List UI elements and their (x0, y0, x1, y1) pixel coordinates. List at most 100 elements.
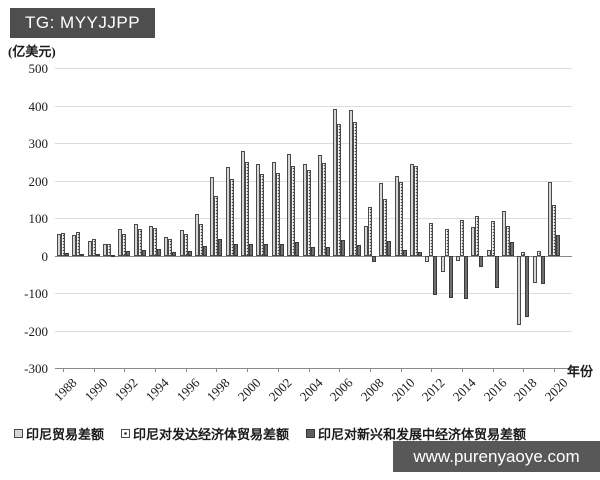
bar-2010-series1 (394, 175, 399, 256)
gridline (55, 143, 572, 144)
bar-1993-series3 (141, 249, 146, 256)
x-tick-mark (185, 368, 187, 372)
bar-2006-series2 (337, 124, 342, 256)
bar-2004-series3 (310, 247, 315, 256)
bar-1990-series3 (95, 254, 100, 257)
bar-2013-series1 (440, 255, 445, 273)
x-tick-mark (247, 368, 249, 372)
bar-2003-series3 (295, 242, 300, 256)
bar-1993-series1 (133, 223, 138, 256)
bar-2012-series3 (433, 255, 438, 296)
legend-marker-dotted-square-icon (121, 429, 131, 438)
bar-1993-series2 (137, 229, 142, 256)
x-tick-mark (492, 368, 494, 372)
bar-2005-series3 (325, 247, 330, 256)
bar-2005-series2 (321, 162, 326, 256)
bar-1990-series1 (87, 240, 92, 256)
bar-2009-series2 (383, 198, 388, 256)
bar-1998-series2 (214, 195, 219, 256)
bar-2009-series3 (387, 240, 392, 256)
bar-2004-series1 (302, 163, 307, 256)
bar-2018-series1 (517, 255, 522, 325)
bar-2017-series3 (509, 242, 514, 256)
bar-2018-series2 (521, 251, 526, 256)
bar-2017-series1 (501, 211, 506, 256)
axis-line (55, 368, 572, 369)
y-tick-label: 0 (41, 248, 49, 264)
gridline (55, 218, 572, 219)
bar-1997-series2 (199, 223, 204, 256)
y-tick-label: -200 (24, 323, 48, 339)
bar-1989-series2 (76, 231, 81, 256)
bar-2014-series3 (463, 255, 468, 300)
bar-1990-series2 (91, 239, 96, 256)
bar-2010-series3 (402, 249, 407, 256)
y-tick-label: 400 (28, 98, 49, 114)
bar-1995-series2 (168, 239, 173, 256)
bar-2019-series2 (536, 251, 541, 256)
bar-2018-series3 (525, 255, 530, 318)
bar-2007-series2 (352, 122, 357, 256)
bar-1998-series3 (218, 238, 223, 256)
legend-item-emerging: 印尼对新兴和发展中经济体贸易差额 (306, 424, 526, 443)
bar-2020-series1 (548, 182, 552, 256)
bar-2014-series1 (455, 255, 460, 262)
bar-1992-series3 (126, 251, 131, 256)
bar-1995-series1 (164, 237, 169, 256)
bar-1991-series1 (103, 244, 108, 256)
bar-2012-series1 (425, 255, 430, 263)
bar-2002-series2 (275, 173, 280, 256)
bar-1999-series3 (233, 244, 238, 256)
bar-2001-series2 (260, 173, 265, 256)
bar-2003-series2 (291, 165, 296, 256)
bar-2007-series3 (356, 245, 361, 256)
bar-1996-series2 (183, 233, 188, 256)
bar-1999-series2 (229, 178, 234, 256)
y-axis-unit-label: (亿美元) (8, 44, 56, 59)
bar-2005-series1 (317, 155, 322, 256)
bar-1996-series3 (187, 251, 192, 256)
bar-2001-series1 (256, 163, 261, 256)
bar-1989-series3 (80, 253, 85, 256)
bar-2015-series2 (475, 216, 480, 256)
bar-1994-series3 (157, 248, 162, 256)
y-tick-label: 500 (28, 61, 49, 76)
bar-2001-series3 (264, 244, 269, 256)
bar-2003-series1 (287, 154, 292, 256)
bar-1991-series3 (111, 254, 116, 257)
bar-2002-series3 (279, 243, 284, 256)
x-tick-mark (155, 368, 157, 372)
bar-2013-series2 (444, 229, 449, 256)
chart-legend: 印尼贸易差额 印尼对发达经济体贸易差额 印尼对新兴和发展中经济体贸易差额 (14, 424, 526, 443)
bar-2020-series3 (556, 234, 560, 256)
x-tick-mark (369, 368, 371, 372)
gridline (55, 180, 572, 182)
source-tag-text: TG: MYYJJPP (25, 13, 141, 32)
gridline (55, 330, 572, 332)
x-tick-mark (523, 368, 525, 372)
bar-2008-series3 (371, 255, 376, 262)
bar-2013-series3 (448, 255, 453, 298)
bar-2016-series2 (490, 221, 495, 256)
gridline (55, 293, 572, 294)
y-tick-label: -100 (24, 286, 48, 301)
bar-2016-series3 (494, 255, 499, 288)
bar-2000-series3 (249, 244, 254, 256)
bar-2012-series2 (429, 222, 434, 256)
legend-marker-dark-square-icon (306, 429, 316, 438)
bar-1988-series2 (61, 233, 65, 256)
x-tick-mark (63, 368, 64, 372)
bar-1996-series1 (179, 230, 184, 256)
bar-2011-series3 (417, 252, 422, 256)
bar-2007-series1 (348, 110, 353, 256)
x-tick-mark (554, 368, 555, 372)
x-tick-mark (461, 368, 463, 372)
legend-marker-light-square-icon (14, 429, 23, 438)
legend-item-developed: 印尼对发达经济体贸易差额 (121, 424, 289, 443)
x-tick-mark (124, 368, 126, 372)
bar-1998-series1 (210, 176, 215, 256)
legend-label-emerging: 印尼对新兴和发展中经济体贸易差额 (318, 427, 527, 442)
bar-2009-series1 (379, 183, 384, 256)
bar-1991-series2 (107, 243, 112, 256)
